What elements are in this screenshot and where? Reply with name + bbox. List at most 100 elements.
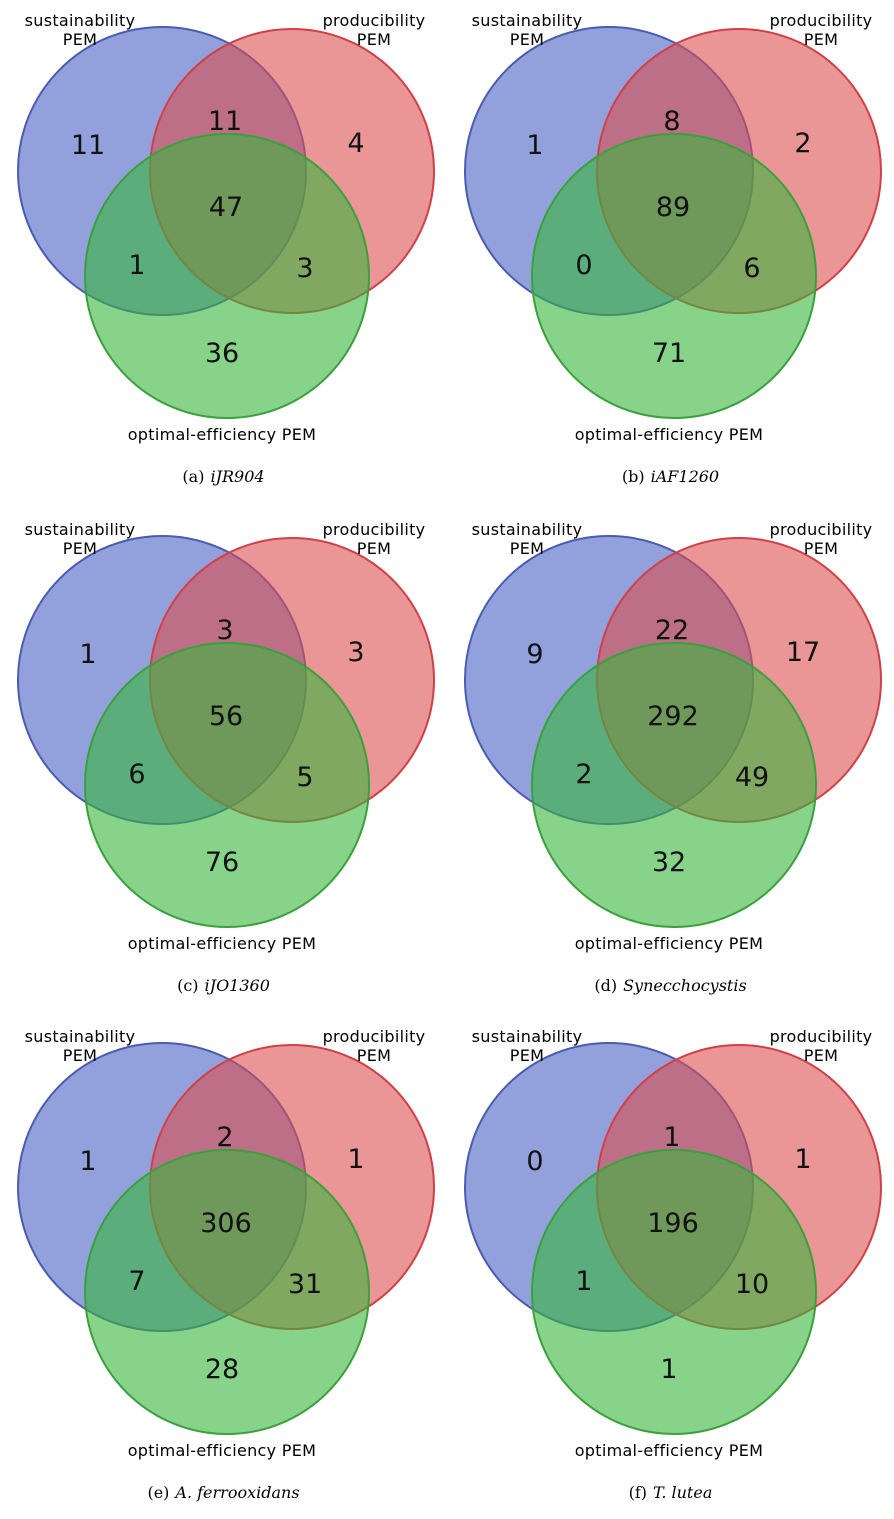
count-sustainability-producibility: 11: [208, 106, 242, 137]
producibility-label-line1: producibility: [323, 520, 426, 539]
count-sustainability-optimal: 7: [128, 1266, 145, 1297]
count-all-three: 47: [209, 192, 243, 223]
count-sustainability-only: 1: [79, 639, 96, 670]
count-sustainability-producibility: 3: [216, 615, 233, 646]
optimal-efficiency-circle: [531, 1149, 817, 1435]
sustainability-label-line1: sustainability: [472, 520, 583, 539]
count-all-three: 196: [647, 1208, 699, 1239]
count-sustainability-only: 11: [71, 130, 105, 161]
panel-caption: (f) T. lutea: [447, 1483, 894, 1502]
sustainability-label-line2: PEM: [510, 30, 544, 49]
sustainability-label-line1: sustainability: [25, 520, 136, 539]
caption-name: iJR904: [210, 467, 265, 486]
caption-id: (b): [621, 467, 645, 486]
optimal-efficiency-label: optimal-efficiency PEM: [128, 1441, 317, 1460]
optimal-efficiency-circle: [531, 133, 817, 419]
count-producibility-only: 3: [347, 637, 364, 668]
venn-panel-6: sustainability PEM producibility PEM opt…: [447, 1016, 894, 1519]
sustainability-label-line2: PEM: [63, 539, 97, 558]
count-sustainability-optimal: 1: [128, 250, 145, 281]
panel-caption: (c) iJO1360: [0, 976, 447, 995]
count-optimal-only: 28: [205, 1354, 239, 1385]
count-sustainability-optimal: 0: [575, 250, 592, 281]
count-sustainability-producibility: 2: [216, 1122, 233, 1153]
sustainability-label-line1: sustainability: [472, 1027, 583, 1046]
caption-name: A. ferrooxidans: [175, 1483, 300, 1502]
count-optimal-only: 76: [205, 847, 239, 878]
optimal-efficiency-label: optimal-efficiency PEM: [128, 934, 317, 953]
count-optimal-only: 71: [652, 338, 686, 369]
count-all-three: 292: [647, 701, 699, 732]
count-producibility-only: 1: [794, 1144, 811, 1175]
optimal-efficiency-circle: [84, 642, 370, 928]
count-optimal-only: 36: [205, 338, 239, 369]
count-sustainability-only: 0: [526, 1146, 543, 1177]
count-producibility-only: 17: [786, 637, 820, 668]
venn-panel-2: sustainability PEM producibility PEM opt…: [447, 0, 894, 503]
caption-id: (d): [594, 976, 618, 995]
panel-caption: (d) Synecchocystis: [447, 976, 894, 995]
optimal-efficiency-label: optimal-efficiency PEM: [575, 934, 764, 953]
producibility-label-line2: PEM: [357, 1046, 391, 1065]
count-sustainability-only: 9: [526, 639, 543, 670]
count-optimal-only: 32: [652, 847, 686, 878]
producibility-label-line1: producibility: [770, 11, 873, 30]
producibility-label-line2: PEM: [357, 30, 391, 49]
sustainability-label-line2: PEM: [63, 1046, 97, 1065]
count-all-three: 89: [656, 192, 690, 223]
sustainability-label-line1: sustainability: [25, 1027, 136, 1046]
sustainability-label-line2: PEM: [510, 1046, 544, 1065]
caption-name: Synecchocystis: [623, 976, 747, 995]
caption-id: (a): [182, 467, 205, 486]
count-all-three: 56: [209, 701, 243, 732]
count-producibility-optimal: 5: [296, 762, 313, 793]
count-producibility-optimal: 6: [743, 253, 760, 284]
venn-diagram: sustainability PEM producibility PEM opt…: [17, 1027, 435, 1460]
producibility-label-line2: PEM: [357, 539, 391, 558]
count-producibility-only: 2: [794, 128, 811, 159]
count-sustainability-producibility: 1: [663, 1122, 680, 1153]
sustainability-label-line1: sustainability: [25, 11, 136, 30]
count-sustainability-only: 1: [526, 130, 543, 161]
producibility-label-line2: PEM: [804, 30, 838, 49]
count-optimal-only: 1: [660, 1354, 677, 1385]
venn-panel-4: sustainability PEM producibility PEM opt…: [447, 509, 894, 1012]
venn-panel-5: sustainability PEM producibility PEM opt…: [0, 1016, 447, 1519]
count-sustainability-optimal: 6: [128, 759, 145, 790]
caption-id: (e): [147, 1483, 170, 1502]
count-all-three: 306: [200, 1208, 252, 1239]
sustainability-label-line2: PEM: [63, 30, 97, 49]
producibility-label-line1: producibility: [770, 520, 873, 539]
count-producibility-optimal: 31: [288, 1269, 322, 1300]
count-sustainability-only: 1: [79, 1146, 96, 1177]
producibility-label-line1: producibility: [323, 1027, 426, 1046]
producibility-label-line2: PEM: [804, 1046, 838, 1065]
count-producibility-optimal: 10: [735, 1269, 769, 1300]
venn-diagram: sustainability PEM producibility PEM opt…: [464, 520, 882, 953]
caption-name: iJO1360: [204, 976, 270, 995]
producibility-label-line1: producibility: [770, 1027, 873, 1046]
count-producibility-optimal: 49: [735, 762, 769, 793]
caption-name: iAF1260: [650, 467, 720, 486]
venn-panel-1: sustainability PEM producibility PEM opt…: [0, 0, 447, 503]
optimal-efficiency-circle: [84, 1149, 370, 1435]
optimal-efficiency-label: optimal-efficiency PEM: [575, 425, 764, 444]
optimal-efficiency-label: optimal-efficiency PEM: [575, 1441, 764, 1460]
count-sustainability-optimal: 1: [575, 1266, 592, 1297]
optimal-efficiency-circle: [531, 642, 817, 928]
panel-caption: (e) A. ferrooxidans: [0, 1483, 447, 1502]
count-sustainability-producibility: 8: [663, 106, 680, 137]
caption-id: (c): [177, 976, 199, 995]
venn-diagram: sustainability PEM producibility PEM opt…: [17, 11, 435, 444]
venn-diagram: sustainability PEM producibility PEM opt…: [464, 1027, 882, 1460]
panel-caption: (b) iAF1260: [447, 467, 894, 486]
count-producibility-only: 4: [347, 128, 364, 159]
producibility-label-line1: producibility: [323, 11, 426, 30]
caption-id: (f): [628, 1483, 648, 1502]
count-sustainability-optimal: 2: [575, 759, 592, 790]
count-producibility-optimal: 3: [296, 253, 313, 284]
venn-diagram: sustainability PEM producibility PEM opt…: [17, 520, 435, 953]
count-sustainability-producibility: 22: [655, 615, 689, 646]
caption-name: T. lutea: [653, 1483, 713, 1502]
sustainability-label-line2: PEM: [510, 539, 544, 558]
